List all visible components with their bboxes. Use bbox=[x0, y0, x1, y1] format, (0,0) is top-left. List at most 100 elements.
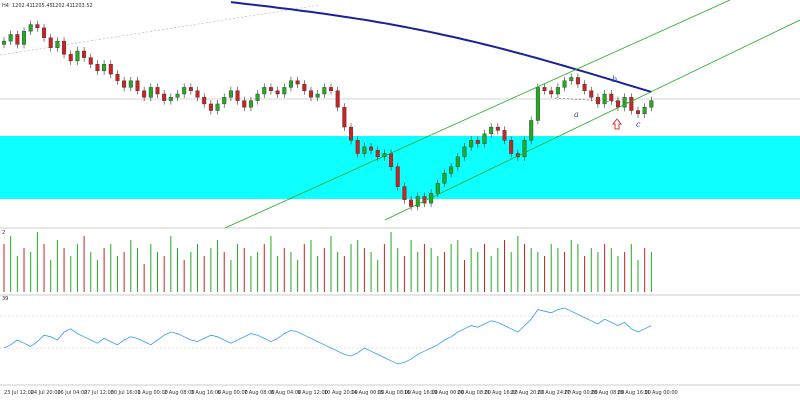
ohlc-low: 1202.41 bbox=[52, 3, 73, 9]
candle-body bbox=[362, 146, 367, 154]
candle-body bbox=[495, 126, 500, 131]
demand-zone bbox=[0, 136, 800, 199]
x-tick-label: 9 Aug 12:00 bbox=[297, 390, 328, 396]
candle-body bbox=[442, 173, 447, 184]
candle-body bbox=[302, 83, 307, 91]
candle-body bbox=[475, 140, 480, 144]
candle-body bbox=[208, 103, 213, 111]
candle-body bbox=[562, 80, 567, 88]
candle-body bbox=[68, 54, 73, 62]
candle-body bbox=[535, 87, 540, 121]
candle-body bbox=[202, 97, 207, 105]
candle-body bbox=[415, 196, 420, 207]
x-tick-label: 29 Aug 16:00 bbox=[617, 390, 651, 396]
candle-body bbox=[2, 40, 6, 45]
candle-body bbox=[295, 80, 300, 85]
x-tick-label: 1 Aug 00:00 bbox=[137, 390, 168, 396]
x-tick-label: 20 Aug 08:00 bbox=[457, 390, 491, 396]
candle-body bbox=[155, 87, 160, 95]
x-tick-label: 10 Aug 20:00 bbox=[324, 390, 358, 396]
candle-body bbox=[422, 196, 427, 204]
candle-body bbox=[22, 30, 27, 45]
indicator-panel-label: 39 bbox=[2, 296, 8, 302]
candle-body bbox=[342, 107, 347, 128]
channel-lower-line bbox=[384, 19, 800, 221]
x-tick-label: 28 Aug 08:00 bbox=[591, 390, 625, 396]
candle-body bbox=[329, 87, 334, 91]
candle-body bbox=[569, 77, 574, 81]
x-tick-label: 6 Aug 00:00 bbox=[217, 390, 248, 396]
candle-body bbox=[142, 90, 147, 98]
indicator-line bbox=[3, 307, 652, 365]
candle-body bbox=[315, 93, 320, 98]
candle-body bbox=[462, 146, 467, 158]
candle-body bbox=[435, 183, 440, 194]
candle-body bbox=[355, 140, 360, 154]
candle-body bbox=[195, 90, 200, 98]
candle-body bbox=[629, 97, 634, 111]
wave-label-b: b bbox=[612, 75, 617, 84]
candle-body bbox=[502, 130, 507, 141]
candle-body bbox=[555, 87, 560, 95]
candle-body bbox=[162, 93, 167, 101]
candle-body bbox=[282, 87, 287, 95]
candle-body bbox=[102, 64, 107, 72]
candle-body bbox=[642, 107, 647, 115]
x-tick-label: 14 Aug 00:00 bbox=[351, 390, 385, 396]
ohlc-close: 1203.52 bbox=[72, 3, 93, 9]
candle-body bbox=[369, 146, 374, 151]
x-tick-label: 31 Aug 00:00 bbox=[644, 390, 678, 396]
x-tick-label: 26 Jul 04:00 bbox=[57, 390, 87, 396]
candle-body bbox=[402, 186, 407, 201]
candle-body bbox=[542, 87, 547, 91]
candle-body bbox=[509, 140, 514, 154]
candle-body bbox=[242, 100, 247, 108]
candle-body bbox=[55, 40, 60, 48]
x-tick-label: 24 Jul 20:00 bbox=[31, 390, 61, 396]
x-tick-label: 19 Aug 00:00 bbox=[431, 390, 465, 396]
candle-body bbox=[128, 80, 133, 88]
candle-body bbox=[482, 133, 487, 144]
candle-body bbox=[575, 77, 580, 85]
candle-body bbox=[522, 140, 527, 158]
candle-body bbox=[349, 126, 354, 141]
candle-body bbox=[262, 87, 267, 95]
candle-body bbox=[389, 153, 394, 167]
moving-average-line bbox=[230, 1, 652, 93]
ohlc-open: 1202.41 bbox=[12, 3, 33, 9]
volume-panel-label: 2 bbox=[2, 230, 5, 236]
wave-label-a: a bbox=[574, 110, 579, 119]
candle-body bbox=[268, 87, 273, 91]
candle-body bbox=[35, 24, 40, 29]
candle-body bbox=[95, 64, 100, 72]
candle-body bbox=[549, 90, 554, 95]
candle-body bbox=[395, 166, 400, 187]
x-tick-label: 27 Aug 00:00 bbox=[564, 390, 598, 396]
x-tick-label: 30 Jul 16:00 bbox=[111, 390, 141, 396]
candle-body bbox=[649, 100, 654, 108]
candle-body bbox=[182, 87, 187, 95]
x-tick-label: 3 Aug 16:00 bbox=[191, 390, 222, 396]
channel-upper-line bbox=[224, 0, 731, 229]
candle-body bbox=[582, 83, 587, 91]
candle-body bbox=[175, 93, 180, 98]
candle-body bbox=[375, 150, 380, 158]
candle-body bbox=[228, 90, 233, 98]
candle-body bbox=[28, 24, 33, 32]
up-arrow-icon bbox=[611, 118, 623, 130]
candle-body bbox=[609, 93, 614, 101]
candle-body bbox=[635, 110, 640, 115]
wave-dotted-line bbox=[554, 97, 636, 104]
x-tick-label: 23 Aug 24:00 bbox=[537, 390, 571, 396]
candle-body bbox=[308, 90, 313, 98]
candle-body bbox=[529, 120, 534, 141]
candle-body bbox=[288, 80, 293, 88]
candle-body bbox=[449, 166, 454, 174]
trend-dotted-line bbox=[0, 4, 321, 56]
x-tick-label: 2 Aug 08:00 bbox=[164, 390, 195, 396]
candle-body bbox=[8, 34, 13, 42]
ohlc-high: 1205.45 bbox=[32, 3, 53, 9]
candle-body bbox=[88, 57, 93, 65]
x-tick-label: 7 Aug 08:00 bbox=[244, 390, 275, 396]
